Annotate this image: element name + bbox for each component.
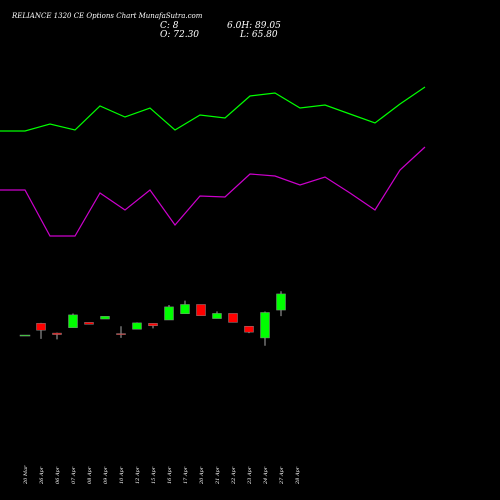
candle bbox=[19, 334, 31, 337]
chart-title: RELIANCE 1320 CE Options Chart MunafaSut… bbox=[11, 12, 203, 20]
candle-body bbox=[196, 304, 206, 316]
candle bbox=[260, 311, 270, 346]
candle bbox=[164, 304, 174, 321]
x-tick-label: 22 Apr bbox=[231, 466, 237, 485]
candle-body bbox=[244, 325, 254, 333]
x-tick-labels: 20 Mar 26 Apr 06 Apr 07 Apr 08 Apr 09 Apr 10 A… bbox=[23, 465, 301, 485]
x-tick-label: 06 Apr bbox=[55, 466, 61, 484]
x-tick-label: 28 Apr bbox=[295, 466, 301, 485]
candle bbox=[100, 316, 110, 320]
x-tick-label: 16 Apr bbox=[167, 466, 173, 484]
candle-body bbox=[228, 313, 238, 323]
candle bbox=[52, 332, 62, 340]
candle-body bbox=[180, 304, 190, 315]
x-tick-label: 15 Apr bbox=[151, 466, 157, 484]
candle bbox=[276, 291, 286, 317]
candle bbox=[228, 313, 238, 323]
x-tick-label: 24 Apr bbox=[263, 466, 269, 485]
x-tick-label: 10 Apr bbox=[119, 466, 125, 484]
candle-body bbox=[276, 293, 286, 311]
candle-body bbox=[19, 334, 31, 337]
x-tick-label: 26 Apr bbox=[39, 466, 45, 485]
x-tick-label: 20 Apr bbox=[199, 466, 205, 485]
candle-body bbox=[84, 322, 94, 325]
candle-body bbox=[116, 333, 126, 335]
candle-body bbox=[148, 323, 158, 327]
candle-body bbox=[100, 316, 110, 320]
open-label: O: 72.30 bbox=[160, 30, 199, 40]
candle bbox=[36, 322, 46, 339]
close-label: C: 8 bbox=[160, 21, 179, 31]
candle-body bbox=[260, 312, 270, 339]
x-tick-label: 27 Apr bbox=[279, 466, 285, 485]
candle bbox=[180, 300, 190, 315]
candle-body bbox=[164, 306, 174, 321]
candle-body bbox=[68, 314, 78, 328]
candle bbox=[196, 304, 206, 316]
candle-body bbox=[132, 322, 142, 330]
candle bbox=[212, 311, 222, 319]
candle bbox=[244, 325, 254, 334]
candle bbox=[84, 322, 94, 325]
candle bbox=[116, 326, 126, 338]
x-tick-label: 08 Apr bbox=[87, 466, 93, 484]
x-tick-label: 23 Apr bbox=[247, 466, 253, 485]
low-label: L: 65.80 bbox=[239, 30, 278, 40]
candle-body bbox=[52, 332, 62, 335]
candle bbox=[148, 323, 158, 329]
candle-body bbox=[36, 323, 46, 331]
candles bbox=[19, 291, 286, 346]
x-tick-label: 12 Apr bbox=[135, 466, 141, 484]
x-tick-label: 17 Apr bbox=[183, 466, 189, 484]
candle bbox=[68, 313, 78, 328]
x-tick-label: 20 Mar bbox=[23, 465, 29, 485]
x-tick-label: 21 Apr bbox=[215, 466, 221, 485]
overlay-line-1 bbox=[0, 146, 426, 237]
high-label: 6.0H: 89.05 bbox=[227, 21, 281, 31]
candle-body bbox=[212, 313, 222, 319]
candle bbox=[132, 322, 142, 330]
x-tick-label: 09 Apr bbox=[103, 466, 109, 484]
overlay-line-0 bbox=[0, 86, 426, 132]
overlay-lines bbox=[0, 86, 426, 237]
x-tick-label: 07 Apr bbox=[71, 466, 77, 484]
